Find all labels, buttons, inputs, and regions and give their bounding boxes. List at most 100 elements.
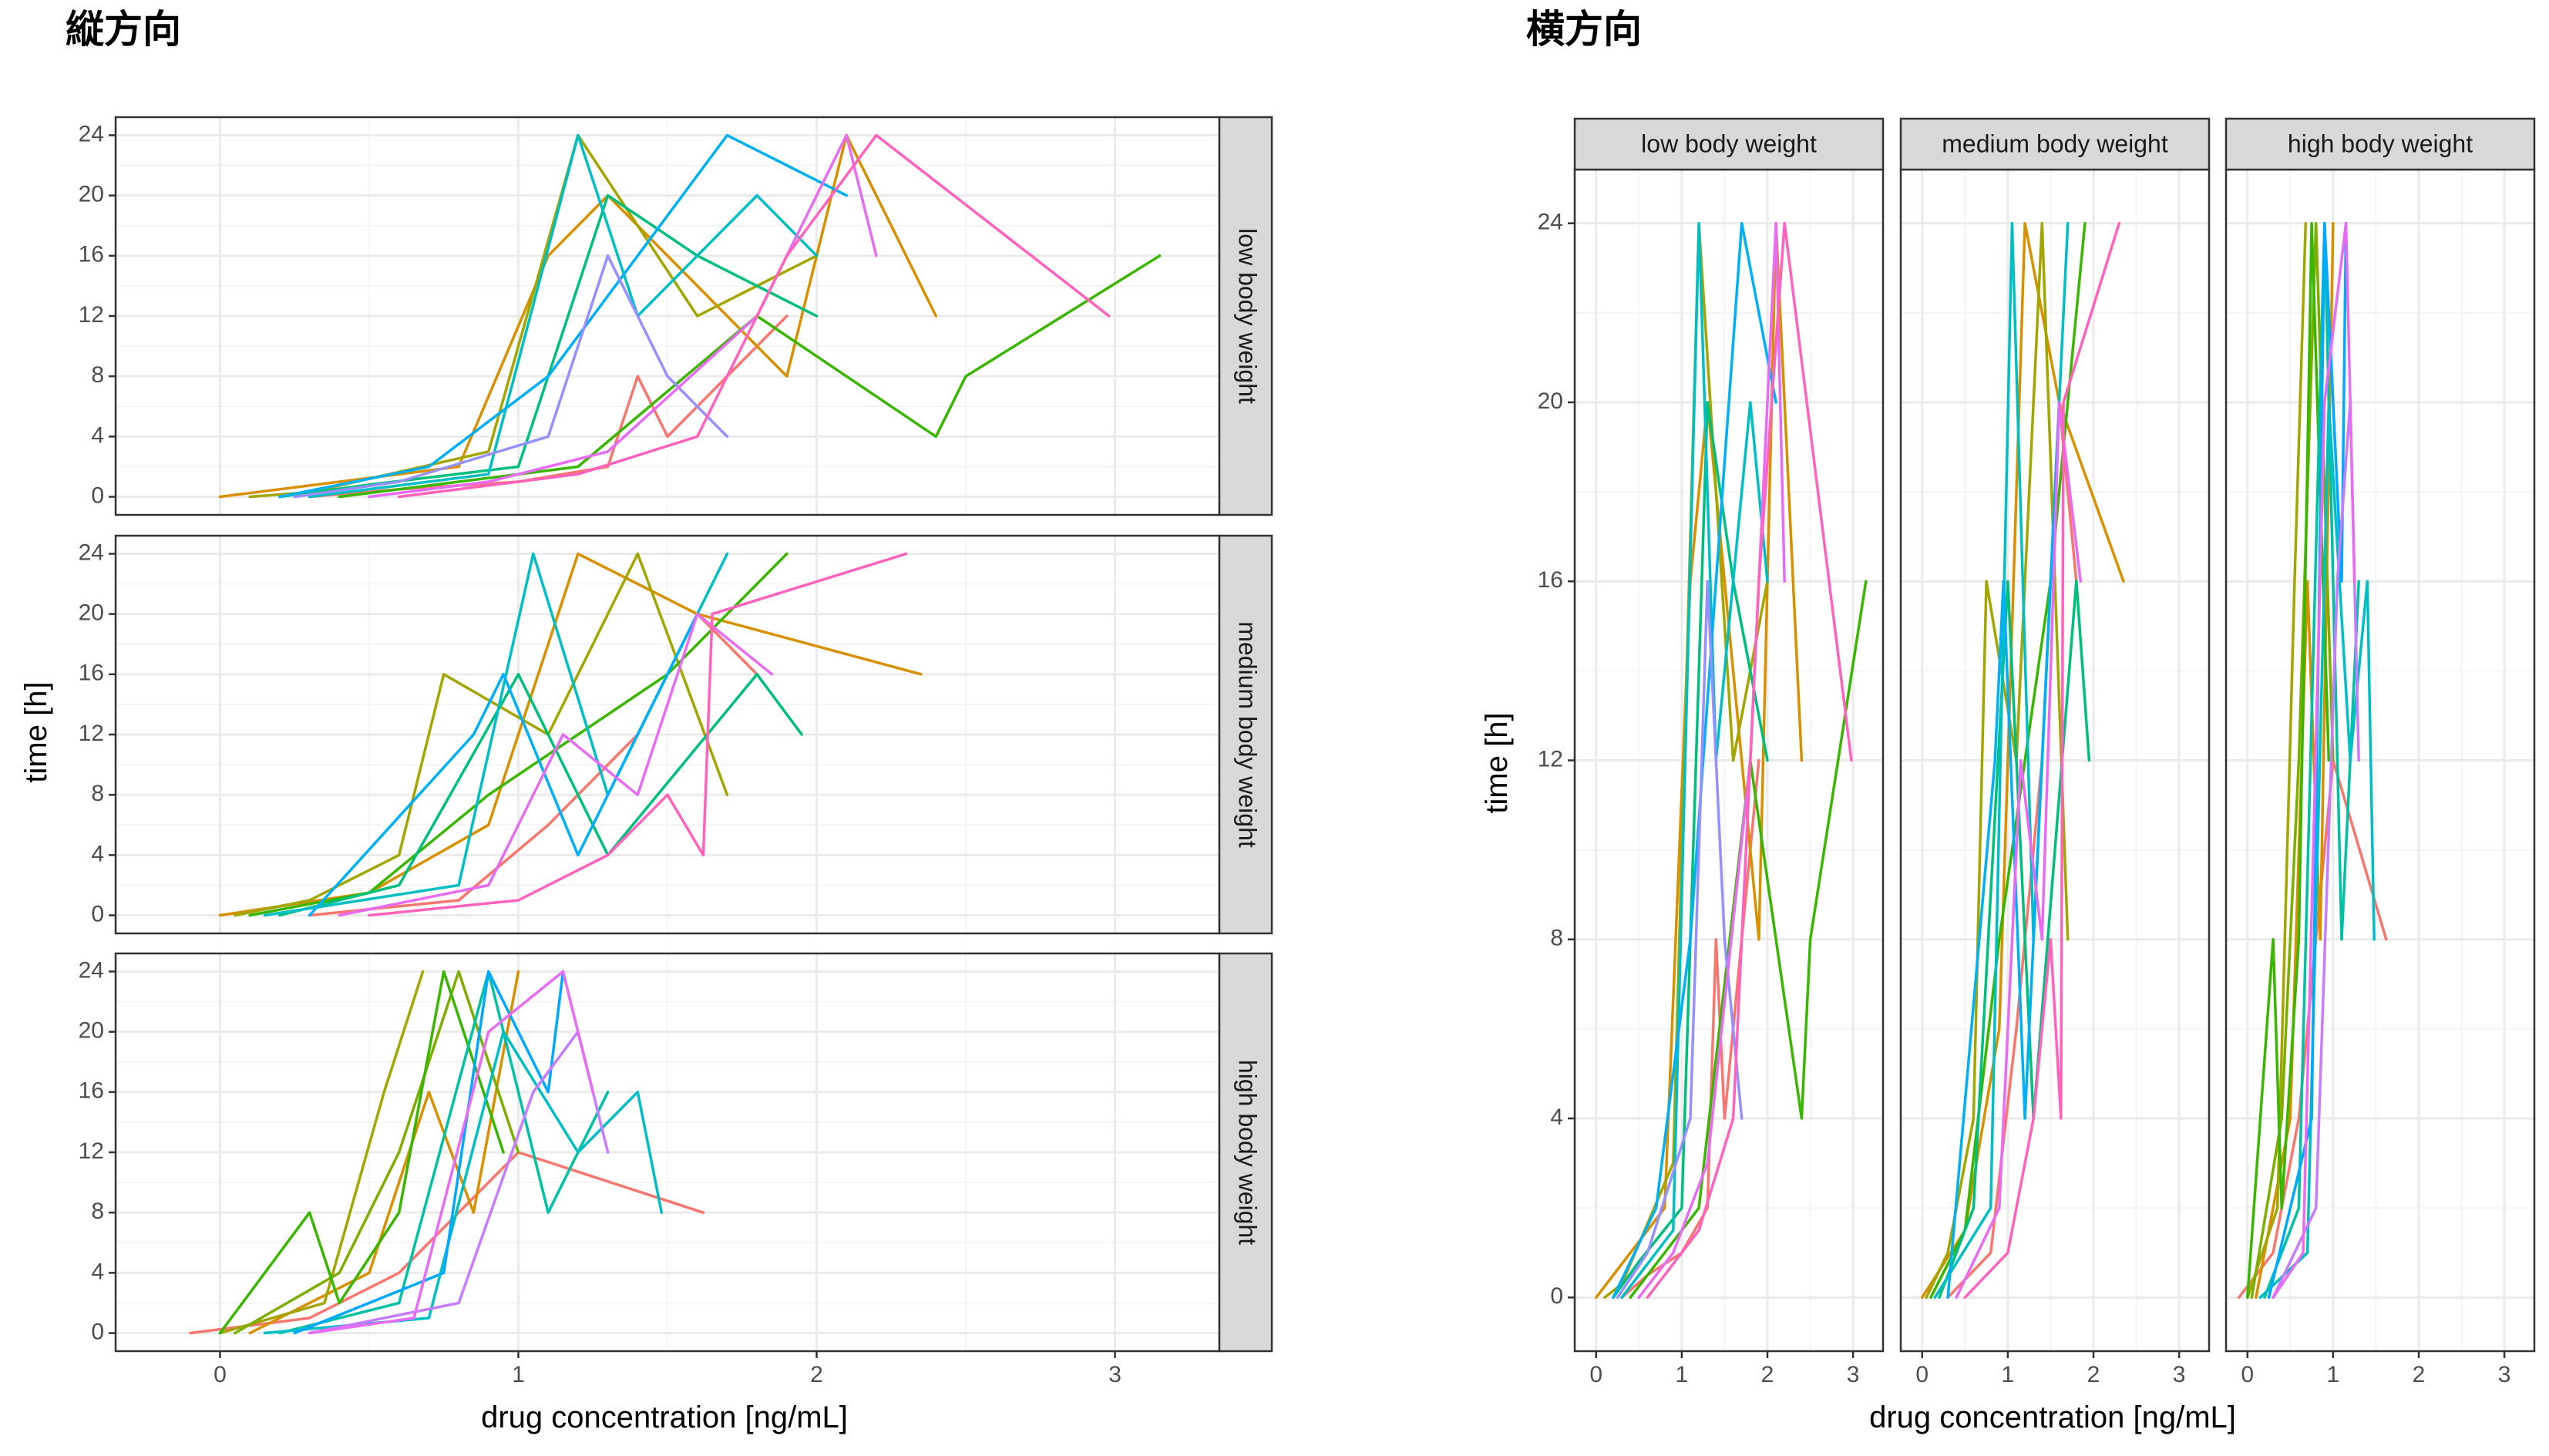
series-line-7 (308, 612, 699, 917)
x-tick-label: 1 (2002, 1362, 2015, 1387)
y-tick-label: 0 (91, 901, 104, 926)
x-tick-label: 2 (2087, 1362, 2100, 1387)
series-line-5 (278, 193, 819, 499)
y-tick-label: 8 (91, 781, 104, 806)
y-tick-label: 0 (1550, 1283, 1563, 1309)
facet-strip-label: medium body weight (1942, 129, 2168, 157)
panel-2: medium body weight 0 4 8 12 16 20 24 (79, 534, 1273, 935)
facet-strip (1218, 116, 1273, 516)
facet-strip (1573, 117, 1885, 171)
y-tick-label: 16 (79, 1078, 104, 1104)
y-tick-label: 4 (1550, 1105, 1563, 1130)
x-tick-label: 0 (214, 1362, 227, 1387)
series-line-8 (293, 254, 729, 499)
y-tick-label: 20 (1538, 388, 1563, 414)
x-tick-label: 0 (1589, 1362, 1602, 1387)
series-line-8 (293, 970, 565, 1335)
series-line-3 (1925, 221, 2070, 1300)
right-y-axis-label: time [h] (1480, 712, 1514, 813)
series-line-3 (234, 552, 729, 917)
series-line-3 (218, 970, 425, 1335)
x-tick-label: 2 (2413, 1362, 2426, 1387)
series-line-6 (1620, 221, 1769, 1300)
y-tick-label: 20 (79, 182, 104, 207)
series-line-7 (1946, 401, 2061, 1300)
y-tick-label: 24 (79, 957, 104, 983)
y-tick-label: 4 (91, 422, 104, 448)
facet-strip-label: high body weight (2288, 129, 2473, 157)
x-tick-label: 1 (2327, 1362, 2340, 1387)
panel-1: low body weight 0 4 8 12 16 20 24 (79, 116, 1273, 516)
y-tick-label: 12 (79, 302, 104, 328)
y-tick-label: 8 (1550, 926, 1563, 951)
panel-3: high body weight 0 1 2 3 (2224, 117, 2536, 1387)
x-tick-label: 2 (1761, 1362, 1774, 1387)
series-line-2 (218, 133, 938, 499)
series-line-9 (368, 133, 878, 499)
y-tick-label: 4 (91, 841, 104, 866)
y-tick-label: 16 (79, 661, 104, 686)
x-tick-label: 2 (810, 1362, 823, 1387)
x-tick-label: 1 (512, 1362, 525, 1387)
series-line-5 (278, 673, 803, 917)
series-line-5 (218, 970, 505, 1335)
series-line-5 (1612, 401, 1769, 1300)
series-line-10 (308, 970, 594, 1335)
facet-strip (1899, 117, 2211, 171)
y-tick-label: 24 (79, 540, 104, 565)
left-chart-title: 縦方向 (66, 7, 181, 52)
series-line-6 (308, 133, 819, 499)
series-line-10 (2272, 221, 2356, 1300)
series-line-2 (1595, 221, 1804, 1300)
series-line-9 (1637, 221, 1786, 1300)
series-line-5 (2246, 221, 2331, 1300)
right-x-axis-label: drug concentration [ng/mL] (1869, 1401, 2236, 1434)
facet-strip-label: medium body weight (1234, 621, 1262, 848)
facet-strip-label: low body weight (1641, 129, 1817, 157)
facet-strip-label: low body weight (1234, 228, 1262, 404)
y-tick-label: 20 (79, 600, 104, 626)
series-line-2 (248, 970, 520, 1335)
y-tick-label: 24 (1538, 210, 1563, 235)
series-line-3 (2246, 221, 2308, 1300)
panel-2: medium body weight 0 1 2 3 (1899, 117, 2211, 1387)
y-tick-label: 12 (1538, 746, 1563, 772)
y-tick-label: 16 (79, 242, 104, 267)
series-line-9 (1963, 221, 2121, 1300)
x-tick-label: 1 (1676, 1362, 1689, 1387)
y-tick-label: 20 (79, 1018, 104, 1044)
y-tick-label: 24 (79, 121, 104, 146)
series-line-10 (397, 133, 1111, 499)
x-tick-label: 3 (2498, 1362, 2511, 1387)
series-line-8 (2267, 221, 2348, 1300)
right-chart-title: 横方向 (1526, 7, 1642, 52)
y-tick-label: 0 (91, 483, 104, 508)
facet-strip (2224, 117, 2536, 171)
y-tick-label: 12 (79, 1138, 104, 1164)
series-line-5 (1938, 580, 2091, 1300)
series-line-7 (1612, 221, 1777, 1300)
y-tick-label: 0 (91, 1319, 104, 1344)
y-tick-label: 8 (91, 1199, 104, 1224)
y-tick-label: 4 (91, 1259, 104, 1284)
x-tick-label: 3 (1847, 1362, 1860, 1387)
left-y-axis-label: time [h] (19, 681, 53, 782)
x-tick-label: 3 (1108, 1362, 1121, 1387)
x-tick-label: 0 (2241, 1362, 2254, 1387)
series-line-9 (368, 552, 908, 917)
facet-strip-label: high body weight (1234, 1060, 1262, 1245)
left-x-axis-label: drug concentration [ng/mL] (481, 1401, 848, 1434)
series-line-7 (278, 133, 848, 499)
x-tick-label: 3 (2173, 1362, 2186, 1387)
series-line-8 (338, 612, 774, 917)
facet-strip (1218, 534, 1273, 935)
series-line-10 (1646, 221, 1853, 1300)
y-tick-label: 8 (91, 362, 104, 388)
facet-strip (1218, 952, 1273, 1353)
x-tick-label: 0 (1915, 1362, 1929, 1387)
